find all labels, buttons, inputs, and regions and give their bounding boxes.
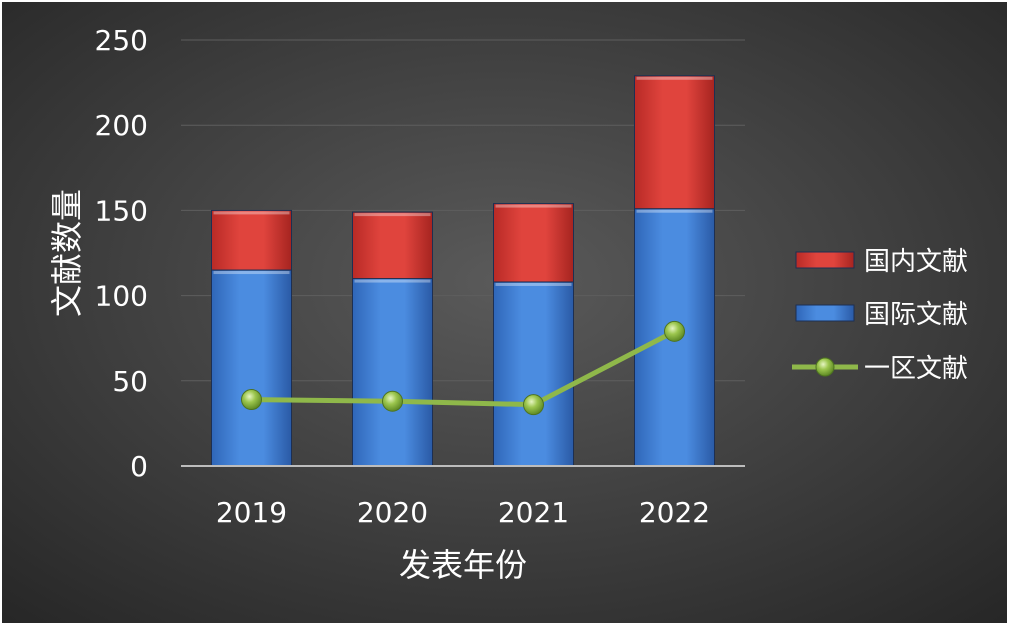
x-tick-label: 2019	[216, 496, 287, 529]
x-tick-label: 2021	[498, 496, 569, 529]
bar-segment	[352, 278, 433, 467]
y-axis-title: 文献数量	[48, 189, 86, 317]
bar-segment	[211, 269, 292, 467]
bar-segment-highlight	[354, 279, 431, 283]
bar-segment	[352, 211, 433, 280]
y-tick-label: 100	[95, 280, 148, 313]
y-tick-label: 150	[95, 194, 148, 227]
legend-marker	[815, 357, 835, 377]
bar-segment-highlight	[495, 282, 572, 286]
bar-segment	[211, 209, 292, 271]
bar-segment-highlight	[636, 76, 713, 80]
y-tick-label: 200	[95, 109, 148, 142]
bar-segment-highlight	[495, 204, 572, 208]
y-tick-label: 50	[112, 365, 148, 398]
bar-segment	[634, 75, 715, 210]
line-point	[523, 394, 544, 416]
line-point	[382, 390, 403, 412]
legend-label: 一区文献	[864, 354, 968, 384]
bar-segment-highlight	[213, 271, 290, 275]
y-tick-label: 250	[95, 24, 148, 57]
bar-segment-highlight	[636, 209, 713, 213]
bar-segment	[493, 203, 574, 283]
line-series	[241, 320, 685, 416]
legend-label: 国内文献	[864, 247, 968, 277]
bar-segment-highlight	[213, 211, 290, 215]
x-axis-title: 发表年份	[399, 546, 527, 584]
x-tick-label: 2022	[639, 496, 710, 529]
bars	[211, 75, 715, 467]
bar-segment-highlight	[354, 213, 431, 217]
line-path	[251, 329, 676, 408]
line-point	[664, 320, 685, 342]
axes: 0 50 100 150 200 250 2019 2020 2021 2022 发表年份 文献数量	[48, 24, 745, 584]
legend-swatch	[795, 304, 855, 322]
bar-segment	[493, 281, 574, 467]
line-point	[241, 389, 262, 411]
legend-swatch	[795, 251, 855, 269]
x-tick-label: 2020	[357, 496, 428, 529]
y-tick-label: 0	[130, 450, 148, 483]
legend-label: 国际文献	[864, 300, 968, 330]
